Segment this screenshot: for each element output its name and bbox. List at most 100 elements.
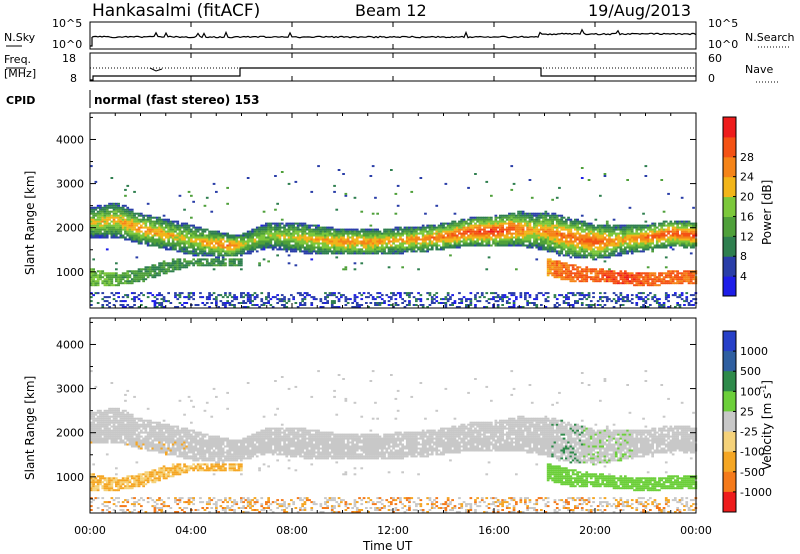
power-cell xyxy=(328,248,332,251)
power-cell xyxy=(212,240,216,243)
power-cell xyxy=(240,234,243,237)
power-cell xyxy=(190,260,193,263)
power-cell xyxy=(508,216,511,219)
power-cell xyxy=(646,280,650,283)
power-cell xyxy=(546,226,550,229)
power-cell xyxy=(230,262,234,265)
power-cell xyxy=(240,244,243,247)
power-cell xyxy=(208,292,211,295)
power-cell xyxy=(658,284,661,287)
power-cell xyxy=(115,262,118,265)
power-cell xyxy=(589,300,593,303)
power-cell xyxy=(385,228,389,231)
power-cell xyxy=(365,302,368,304)
power-cell xyxy=(385,234,389,237)
power-cell xyxy=(480,240,484,243)
power-cell xyxy=(440,248,443,251)
power-cell xyxy=(365,228,368,231)
power-cell xyxy=(244,294,248,297)
power-cell xyxy=(301,240,304,243)
power-cell xyxy=(642,246,645,249)
power-cell xyxy=(578,246,582,249)
power-cell xyxy=(553,246,557,249)
power-cell xyxy=(549,222,552,225)
power-cell xyxy=(233,264,236,267)
power-cell xyxy=(260,300,264,303)
power-cell xyxy=(153,270,157,273)
power-cell xyxy=(544,222,548,225)
power-cell xyxy=(442,246,445,249)
power-cell xyxy=(192,262,195,265)
power-cell xyxy=(605,272,609,275)
power-cell xyxy=(90,282,93,285)
power-cell xyxy=(333,294,336,297)
power-cell xyxy=(671,236,675,239)
power-cell xyxy=(217,250,220,253)
power-cell xyxy=(153,238,157,241)
power-cell xyxy=(644,274,648,277)
power-cell xyxy=(153,296,157,299)
power-cell xyxy=(251,250,254,253)
power-cell xyxy=(544,218,548,221)
power-cell xyxy=(555,306,559,308)
power-cell xyxy=(576,278,579,281)
power-cell xyxy=(117,274,120,277)
power-cell xyxy=(533,232,536,235)
power-cell xyxy=(660,272,664,275)
power-cell xyxy=(158,304,161,306)
power-cell xyxy=(408,240,411,243)
power-cell xyxy=(430,230,434,233)
power-cell xyxy=(130,222,134,225)
power-cell xyxy=(105,280,109,283)
power-cell xyxy=(494,216,498,219)
power-cell xyxy=(487,222,491,225)
power-cell xyxy=(567,278,570,281)
power-cell xyxy=(578,266,582,269)
power-cell xyxy=(146,214,150,217)
power-cell xyxy=(190,262,193,265)
power-cell xyxy=(592,252,595,255)
power-cell xyxy=(137,226,141,229)
power-cell xyxy=(221,302,225,304)
power-cell xyxy=(103,300,107,303)
power-cell xyxy=(624,234,627,237)
power-cell xyxy=(299,246,302,249)
power-cell xyxy=(433,224,436,227)
power-cell xyxy=(585,242,589,245)
power-cell xyxy=(380,232,384,235)
power-cell xyxy=(614,272,618,275)
power-cell xyxy=(655,284,659,287)
power-cell xyxy=(174,246,177,249)
power-cell xyxy=(196,244,200,247)
power-cell xyxy=(467,186,470,189)
power-cell xyxy=(624,276,627,279)
power-cell xyxy=(190,224,193,227)
power-cell xyxy=(324,238,327,241)
power-cell xyxy=(426,306,429,308)
power-cell xyxy=(105,276,109,279)
power-cell xyxy=(662,232,666,235)
power-cell xyxy=(255,228,259,231)
freq-left-tick-top: 18 xyxy=(62,52,76,65)
power-cell xyxy=(612,280,616,283)
power-cell xyxy=(249,232,252,235)
power-cell xyxy=(405,226,409,229)
power-cell xyxy=(90,236,93,239)
power-cell xyxy=(592,242,595,245)
power-cell xyxy=(501,220,504,223)
power-cell xyxy=(144,306,148,308)
power-cell xyxy=(440,302,443,304)
power-cell xyxy=(201,262,205,265)
power-cell xyxy=(544,292,548,295)
power-cell xyxy=(494,220,498,223)
power-cell xyxy=(583,268,586,271)
power-cell xyxy=(199,236,202,239)
power-cell xyxy=(655,302,659,304)
power-cell xyxy=(308,224,311,227)
power-cell xyxy=(265,298,268,301)
power-cell xyxy=(176,268,180,271)
power-cell xyxy=(558,294,561,297)
power-cell xyxy=(449,298,452,301)
power-cell xyxy=(210,294,214,297)
power-cell xyxy=(346,228,350,231)
